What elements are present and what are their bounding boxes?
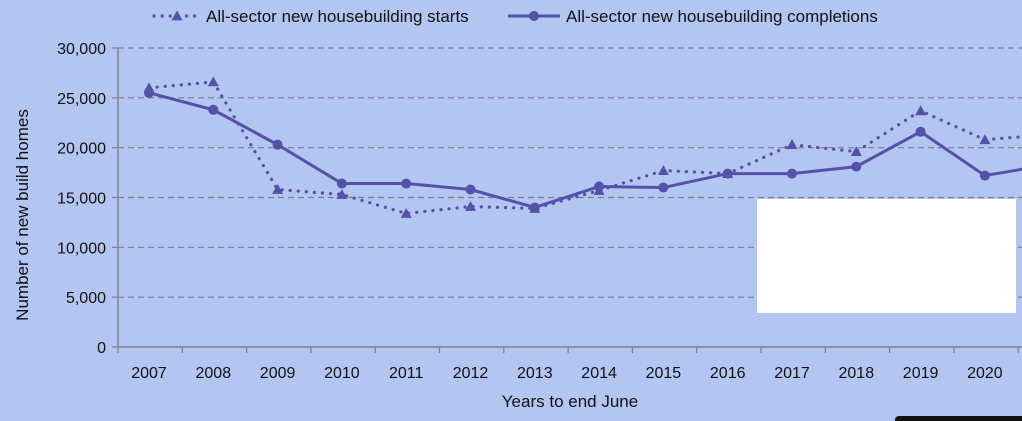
black-bar bbox=[895, 416, 1022, 421]
y-tick-label: 0 bbox=[97, 340, 106, 357]
starts-point bbox=[207, 76, 219, 87]
x-tick-label: 2007 bbox=[131, 365, 167, 382]
starts-point bbox=[400, 207, 412, 218]
completions-point bbox=[336, 178, 347, 189]
y-tick-label: 25,000 bbox=[57, 91, 106, 108]
x-axis-label: Years to end June bbox=[502, 392, 638, 411]
x-tick-label: 2008 bbox=[196, 365, 232, 382]
completions-point bbox=[979, 170, 990, 181]
y-tick-label: 15,000 bbox=[57, 191, 106, 208]
x-tick-label: 2013 bbox=[517, 365, 553, 382]
completions-point bbox=[465, 184, 476, 195]
x-tick-label: 2017 bbox=[774, 365, 810, 382]
completions-point bbox=[529, 202, 540, 213]
legend-completions-marker bbox=[529, 11, 539, 21]
starts-point bbox=[915, 105, 927, 116]
legend-starts-marker bbox=[171, 10, 183, 21]
y-tick-label: 5,000 bbox=[66, 290, 106, 307]
x-tick-label: 2018 bbox=[839, 365, 875, 382]
completions-point bbox=[594, 181, 605, 192]
x-tick-label: 2019 bbox=[903, 365, 939, 382]
starts-point bbox=[850, 146, 862, 157]
completions-point bbox=[401, 178, 412, 189]
x-tick-label: 2011 bbox=[389, 365, 424, 382]
legend-starts-label: All-sector new housebuilding starts bbox=[206, 7, 469, 26]
completions-point bbox=[787, 168, 797, 179]
starts-point bbox=[272, 184, 284, 194]
y-tick-label: 30,000 bbox=[57, 41, 106, 58]
starts-point bbox=[657, 165, 669, 175]
completions-point bbox=[658, 182, 669, 193]
completions-point bbox=[915, 126, 926, 137]
completions-point bbox=[144, 87, 154, 98]
starts-point bbox=[786, 139, 798, 150]
x-tick-label: 2020 bbox=[967, 365, 1003, 382]
completions-point bbox=[851, 161, 862, 172]
completions-point bbox=[272, 139, 283, 150]
x-tick-label: 2015 bbox=[646, 365, 682, 382]
x-tick-label: 2012 bbox=[453, 365, 489, 382]
white-overlay-box bbox=[757, 199, 1016, 313]
y-tick-label: 20,000 bbox=[57, 141, 106, 158]
x-tick-label: 2010 bbox=[324, 365, 360, 382]
starts-point bbox=[336, 189, 348, 199]
completions-point bbox=[722, 168, 733, 179]
x-tick-label: 2009 bbox=[260, 365, 296, 382]
completions-point bbox=[208, 104, 219, 115]
x-tick-label: 2014 bbox=[581, 365, 617, 382]
legend-completions-label: All-sector new housebuilding completions bbox=[566, 7, 878, 26]
y-axis-label: Number of new build homes bbox=[13, 109, 32, 321]
x-tick-label: 2016 bbox=[710, 365, 746, 382]
starts-point bbox=[979, 134, 991, 145]
y-tick-label: 10,000 bbox=[57, 240, 106, 257]
starts-point bbox=[465, 200, 476, 211]
